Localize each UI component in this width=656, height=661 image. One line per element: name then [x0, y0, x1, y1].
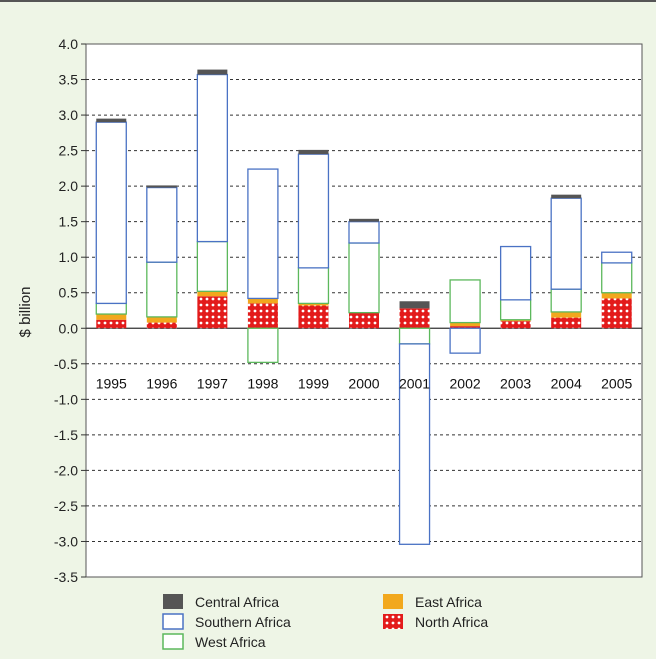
bar-segment-east-africa-1998 — [247, 298, 278, 304]
bar-segment-west-africa-1995 — [95, 302, 127, 315]
bar-segment-east-africa-1999 — [298, 303, 329, 306]
bar-segment-southern-africa-1998 — [247, 168, 279, 300]
y-axis-label: $ billion — [17, 287, 34, 338]
bar-segment-west-africa-1999 — [297, 267, 330, 305]
bar-segment-west-africa-2000 — [348, 242, 380, 314]
bar-segment-east-africa-1995 — [96, 314, 127, 320]
bar-segment-west-africa-2002 — [449, 279, 481, 324]
bar-segment-north-africa-2001 — [399, 308, 430, 329]
x-tick-label: 2001 — [399, 375, 430, 391]
x-tick-label: 1999 — [298, 375, 329, 391]
bar-segment-north-africa-1999 — [298, 305, 329, 329]
legend-swatch-east-africa — [383, 594, 403, 609]
bar-segment-west-africa-1998 — [247, 327, 279, 364]
x-tick-label: 2005 — [601, 375, 632, 391]
bar-segment-southern-africa-2001 — [398, 343, 431, 545]
bar-segment-east-africa-2004 — [551, 311, 582, 318]
y-tick-label: -2.5 — [54, 498, 78, 514]
legend-label: North Africa — [415, 614, 488, 630]
bar-segment-north-africa-1998 — [247, 303, 278, 329]
y-tick-label: 0.0 — [59, 320, 79, 336]
bars — [95, 69, 633, 545]
bar-segment-central-africa-1997 — [197, 69, 228, 75]
bar-segment-north-africa-1995 — [96, 319, 127, 329]
bar-segment-southern-africa-2003 — [499, 245, 532, 301]
bar-segment-southern-africa-1997 — [196, 73, 229, 243]
bar-segment-north-africa-2005 — [601, 298, 632, 329]
bar-segment-west-africa-2003 — [499, 299, 532, 321]
bar-segment-north-africa-2004 — [551, 317, 582, 329]
bar-segment-east-africa-2005 — [601, 292, 632, 299]
bar-segment-west-africa-1997 — [196, 240, 229, 292]
gridlines — [86, 79, 642, 542]
x-tick-label: 2004 — [551, 375, 582, 391]
bar-segment-west-africa-2001 — [398, 327, 431, 345]
bar-segment-southern-africa-1995 — [95, 121, 127, 305]
legend-swatch-north-africa — [383, 614, 403, 629]
bar-segment-west-africa-2005 — [601, 262, 633, 294]
bar-segment-west-africa-1996 — [146, 261, 178, 318]
bar-segment-north-africa-2002 — [450, 326, 481, 329]
bar-segment-east-africa-1997 — [197, 291, 228, 297]
bar-segment-southern-africa-2000 — [348, 221, 380, 244]
bar-segment-central-africa-2001 — [399, 301, 430, 309]
x-tick-label: 2000 — [348, 375, 379, 391]
bar-segment-southern-africa-2004 — [550, 197, 582, 290]
legend: Central Africa East Africa Southern Africa… — [162, 594, 488, 650]
bar-segment-east-africa-1996 — [146, 316, 177, 323]
legend-label: East Africa — [415, 594, 482, 610]
x-axis-ticks: 1995 1996 1997 1998 1999 2000 2001 2002 2003 2004… — [96, 375, 633, 391]
bar-segment-central-africa-2004 — [551, 194, 582, 199]
bar-segment-north-africa-1996 — [146, 322, 177, 329]
y-tick-label: -3.0 — [54, 533, 78, 549]
legend-swatch-central-africa — [163, 594, 183, 609]
bar-segment-southern-africa-1999 — [297, 153, 330, 269]
y-tick-label: 2.0 — [59, 178, 79, 194]
y-tick-label: 3.0 — [59, 107, 79, 123]
bar-segment-central-africa-1999 — [298, 149, 329, 155]
y-tick-label: 4.0 — [59, 36, 79, 52]
legend-label: Southern Africa — [195, 614, 291, 630]
y-tick-label: -3.5 — [54, 569, 78, 585]
y-tick-label: 3.5 — [59, 72, 79, 88]
bar-segment-east-africa-2002 — [450, 322, 481, 327]
bar-segment-central-africa-1995 — [96, 118, 127, 123]
y-tick-label: -2.0 — [54, 462, 78, 478]
x-tick-label: 1996 — [146, 375, 177, 391]
bar-segment-north-africa-2003 — [500, 321, 531, 329]
y-tick-label: 0.5 — [59, 285, 79, 301]
y-tick-label: 2.5 — [59, 143, 79, 159]
x-tick-label: 2003 — [500, 375, 531, 391]
y-axis-ticks: 4.0 3.5 3.0 2.5 2.0 1.5 1.0 0.5 0.0 -0.5 -1.0 -1.5 -… — [54, 36, 86, 585]
bar-segment-west-africa-2004 — [550, 288, 582, 313]
bar-segment-central-africa-2000 — [349, 218, 379, 222]
y-tick-label: -0.5 — [54, 356, 78, 372]
legend-swatch-west-africa — [162, 633, 184, 650]
bar-segment-central-africa-1996 — [146, 185, 177, 188]
bar-segment-southern-africa-2005 — [601, 251, 633, 264]
bar-segment-southern-africa-1996 — [146, 186, 178, 263]
bar-segment-north-africa-2000 — [349, 312, 379, 329]
legend-label: Central Africa — [195, 594, 279, 610]
legend-label: West Africa — [195, 634, 266, 650]
y-tick-label: -1.5 — [54, 427, 78, 443]
y-tick-label: 1.5 — [59, 214, 79, 230]
y-tick-label: 1.0 — [59, 249, 79, 265]
bar-segment-southern-africa-2002 — [449, 327, 481, 354]
y-tick-label: -1.0 — [54, 391, 78, 407]
x-tick-label: 2002 — [450, 375, 481, 391]
bar-segment-north-africa-1997 — [197, 296, 228, 329]
x-tick-label: 1997 — [197, 375, 228, 391]
x-tick-label: 1995 — [96, 375, 127, 391]
legend-swatch-southern-africa — [162, 613, 184, 630]
bar-segment-east-africa-2003 — [500, 319, 531, 322]
x-tick-label: 1998 — [247, 375, 278, 391]
